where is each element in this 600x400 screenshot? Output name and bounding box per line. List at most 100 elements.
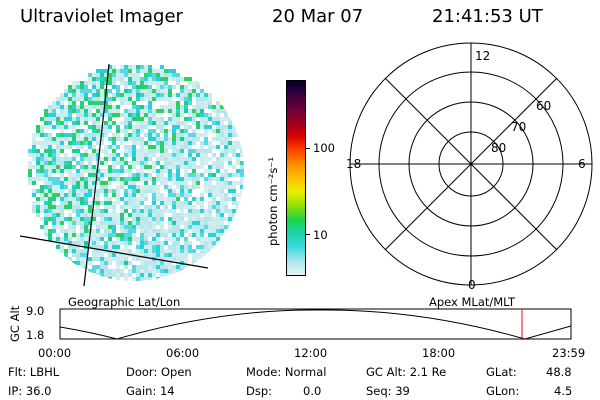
image-pixel	[104, 129, 108, 133]
image-pixel	[44, 205, 48, 209]
image-pixel	[204, 153, 208, 157]
image-pixel	[52, 177, 56, 181]
image-pixel	[60, 157, 64, 161]
image-pixel	[108, 169, 112, 173]
image-pixel	[128, 241, 132, 245]
image-pixel	[68, 133, 72, 137]
image-pixel	[76, 117, 80, 121]
image-pixel	[180, 245, 184, 249]
image-pixel	[52, 225, 56, 229]
image-pixel	[72, 157, 76, 161]
image-pixel	[124, 121, 128, 125]
image-pixel	[172, 197, 176, 201]
image-pixel	[112, 153, 116, 157]
dsp-label: Dsp:	[246, 384, 273, 398]
image-pixel	[148, 157, 152, 161]
image-pixel	[116, 93, 120, 97]
image-pixel	[240, 153, 244, 157]
image-pixel	[96, 213, 100, 217]
image-pixel	[228, 145, 232, 149]
image-pixel	[164, 73, 168, 77]
image-pixel	[112, 105, 116, 109]
image-pixel	[180, 97, 184, 101]
image-pixel	[240, 165, 244, 169]
image-pixel	[196, 133, 200, 137]
image-pixel	[124, 73, 128, 77]
image-pixel	[128, 225, 132, 229]
image-pixel	[156, 237, 160, 241]
image-pixel	[104, 69, 108, 73]
image-pixel	[60, 93, 64, 97]
image-pixel	[152, 241, 156, 245]
image-pixel	[224, 157, 228, 161]
image-pixel	[152, 269, 156, 273]
image-pixel	[100, 265, 104, 269]
image-pixel	[184, 185, 188, 189]
image-pixel	[100, 133, 104, 137]
image-pixel	[176, 181, 180, 185]
image-pixel	[100, 81, 104, 85]
image-pixel	[120, 69, 124, 73]
image-pixel	[148, 141, 152, 145]
image-pixel	[184, 173, 188, 177]
image-pixel	[72, 109, 76, 113]
image-pixel	[48, 141, 52, 145]
image-pixel	[88, 185, 92, 189]
image-pixel	[140, 265, 144, 269]
image-pixel	[136, 213, 140, 217]
image-pixel	[208, 205, 212, 209]
image-pixel	[184, 197, 188, 201]
image-pixel	[204, 97, 208, 101]
image-pixel	[88, 169, 92, 173]
image-pixel	[140, 117, 144, 121]
image-pixel	[156, 157, 160, 161]
image-pixel	[240, 185, 244, 189]
image-pixel	[220, 189, 224, 193]
image-pixel	[196, 225, 200, 229]
image-pixel	[112, 269, 116, 273]
image-pixel	[108, 97, 112, 101]
image-pixel	[148, 121, 152, 125]
image-pixel	[172, 117, 176, 121]
image-caption: Geographic Lat/Lon	[68, 295, 181, 309]
image-pixel	[100, 245, 104, 249]
image-pixel	[128, 185, 132, 189]
image-pixel	[164, 257, 168, 261]
image-pixel	[172, 213, 176, 217]
image-pixel	[124, 85, 128, 89]
image-pixel	[204, 181, 208, 185]
image-pixel	[200, 145, 204, 149]
image-pixel	[148, 185, 152, 189]
image-pixel	[180, 145, 184, 149]
image-pixel	[80, 229, 84, 233]
image-pixel	[64, 201, 68, 205]
image-pixel	[188, 185, 192, 189]
image-pixel	[76, 81, 80, 85]
image-pixel	[148, 269, 152, 273]
image-pixel	[60, 221, 64, 225]
image-pixel	[112, 133, 116, 137]
image-pixel	[40, 157, 44, 161]
image-pixel	[44, 233, 48, 237]
image-pixel	[64, 193, 68, 197]
image-pixel	[132, 201, 136, 205]
image-pixel	[168, 257, 172, 261]
image-pixel	[168, 193, 172, 197]
image-pixel	[192, 213, 196, 217]
image-pixel	[156, 241, 160, 245]
image-pixel	[132, 193, 136, 197]
image-pixel	[160, 225, 164, 229]
image-pixel	[112, 85, 116, 89]
image-pixel	[68, 177, 72, 181]
image-pixel	[236, 161, 240, 165]
image-pixel	[48, 145, 52, 149]
image-pixel	[236, 173, 240, 177]
image-pixel	[100, 113, 104, 117]
image-pixel	[124, 253, 128, 257]
image-pixel	[32, 153, 36, 157]
image-pixel	[60, 225, 64, 229]
image-pixel	[68, 141, 72, 145]
image-pixel	[160, 89, 164, 93]
image-pixel	[224, 181, 228, 185]
